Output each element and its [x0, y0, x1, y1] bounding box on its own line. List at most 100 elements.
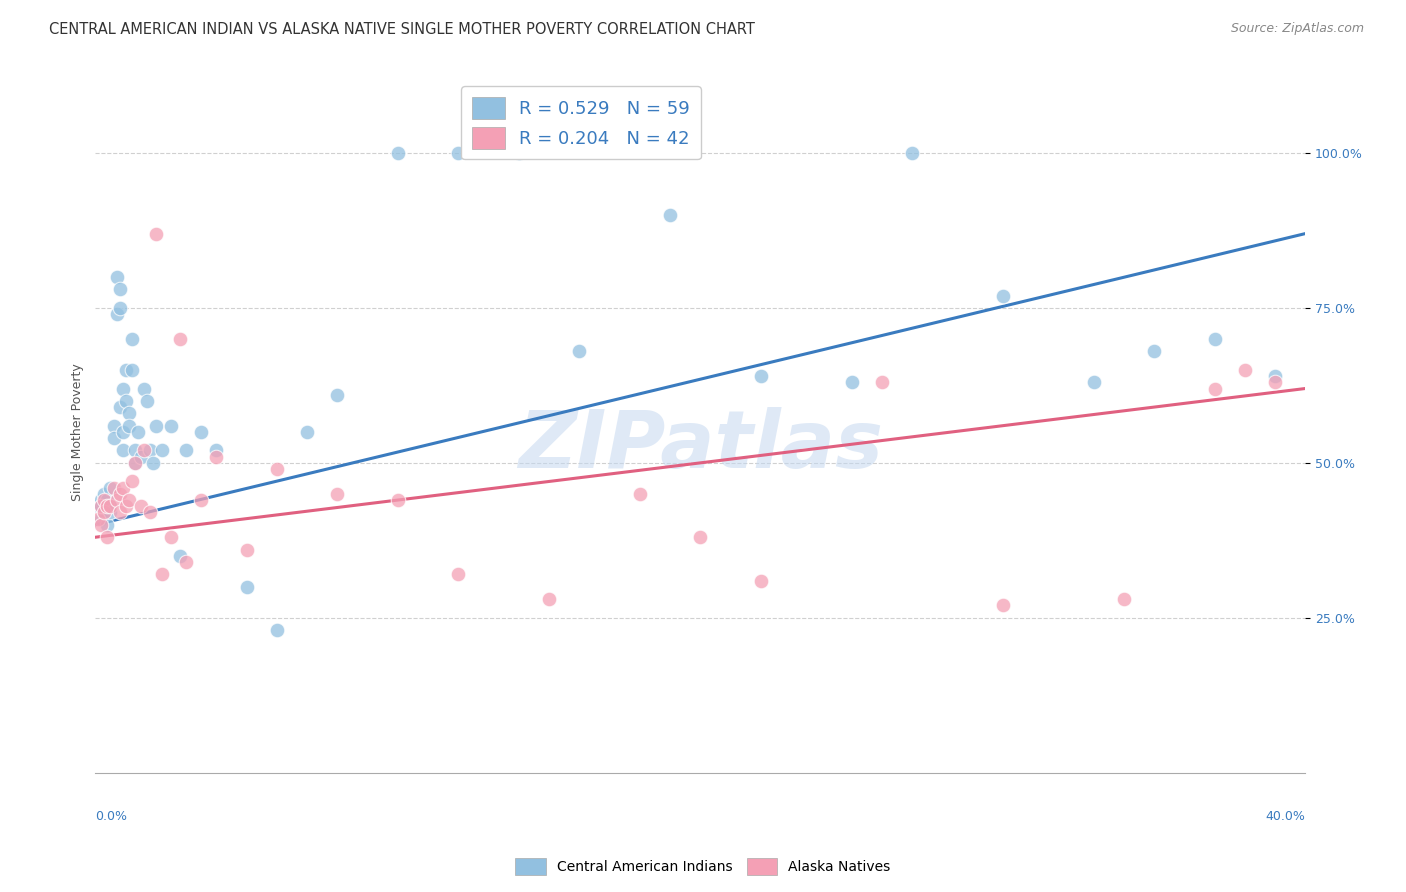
Point [1204, 382, 1226, 396]
Point [111, 443, 134, 458]
Point [111, 382, 134, 396]
Point [901, 146, 924, 161]
Point [93, 487, 115, 501]
Point [100, 500, 122, 514]
Point [749, 574, 772, 588]
Point [1264, 369, 1286, 384]
Point [132, 443, 155, 458]
Point [142, 456, 165, 470]
Point [100, 481, 122, 495]
Point [121, 363, 143, 377]
Point [870, 376, 893, 390]
Point [266, 623, 288, 637]
Point [169, 549, 191, 563]
Point [96, 517, 118, 532]
Text: 40.0%: 40.0% [1265, 810, 1305, 823]
Point [100, 505, 122, 519]
Point [96, 500, 118, 514]
Point [93, 493, 115, 508]
Point [124, 443, 146, 458]
Point [114, 393, 136, 408]
Point [111, 481, 134, 495]
Point [114, 363, 136, 377]
Point [87, 511, 110, 525]
Point [100, 500, 122, 514]
Point [103, 431, 125, 445]
Point [628, 487, 651, 501]
Point [1233, 363, 1256, 377]
Point [235, 542, 257, 557]
Point [93, 505, 115, 519]
Point [90, 517, 112, 532]
Point [108, 301, 131, 315]
Point [387, 146, 409, 161]
Point [87, 500, 110, 514]
Point [841, 376, 863, 390]
Point [387, 493, 409, 508]
Point [568, 344, 591, 359]
Point [117, 406, 139, 420]
Point [139, 443, 162, 458]
Point [93, 505, 115, 519]
Text: CENTRAL AMERICAN INDIAN VS ALASKA NATIVE SINGLE MOTHER POVERTY CORRELATION CHART: CENTRAL AMERICAN INDIAN VS ALASKA NATIVE… [49, 22, 755, 37]
Point [108, 400, 131, 414]
Point [1143, 344, 1166, 359]
Point [129, 450, 152, 464]
Point [447, 146, 470, 161]
Point [103, 418, 125, 433]
Point [689, 530, 711, 544]
Point [132, 382, 155, 396]
Point [96, 530, 118, 544]
Point [111, 425, 134, 439]
Point [150, 567, 173, 582]
Point [127, 425, 149, 439]
Point [295, 425, 318, 439]
Text: ZIPatlas: ZIPatlas [517, 407, 883, 484]
Point [1112, 592, 1135, 607]
Point [190, 425, 212, 439]
Point [117, 493, 139, 508]
Point [121, 332, 143, 346]
Point [121, 475, 143, 489]
Point [174, 443, 197, 458]
Point [90, 500, 112, 514]
Point [326, 387, 349, 401]
Legend: R = 0.529   N = 59, R = 0.204   N = 42: R = 0.529 N = 59, R = 0.204 N = 42 [461, 87, 700, 160]
Point [135, 393, 157, 408]
Point [105, 307, 128, 321]
Point [124, 456, 146, 470]
Point [114, 500, 136, 514]
Point [508, 146, 530, 161]
Point [1264, 376, 1286, 390]
Y-axis label: Single Mother Poverty: Single Mother Poverty [72, 363, 84, 500]
Point [117, 418, 139, 433]
Point [150, 443, 173, 458]
Point [326, 487, 349, 501]
Point [129, 500, 152, 514]
Point [266, 462, 288, 476]
Point [145, 227, 167, 241]
Point [108, 282, 131, 296]
Point [205, 450, 228, 464]
Legend: Central American Indians, Alaska Natives: Central American Indians, Alaska Natives [510, 853, 896, 880]
Point [1083, 376, 1105, 390]
Point [659, 208, 682, 222]
Point [991, 599, 1014, 613]
Point [90, 493, 112, 508]
Point [96, 493, 118, 508]
Point [105, 493, 128, 508]
Point [160, 530, 183, 544]
Point [108, 505, 131, 519]
Point [124, 456, 146, 470]
Point [108, 487, 131, 501]
Point [190, 493, 212, 508]
Point [169, 332, 191, 346]
Point [90, 500, 112, 514]
Point [447, 567, 470, 582]
Point [90, 511, 112, 525]
Point [991, 288, 1014, 302]
Point [139, 505, 162, 519]
Point [538, 592, 561, 607]
Text: 0.0%: 0.0% [96, 810, 128, 823]
Point [145, 418, 167, 433]
